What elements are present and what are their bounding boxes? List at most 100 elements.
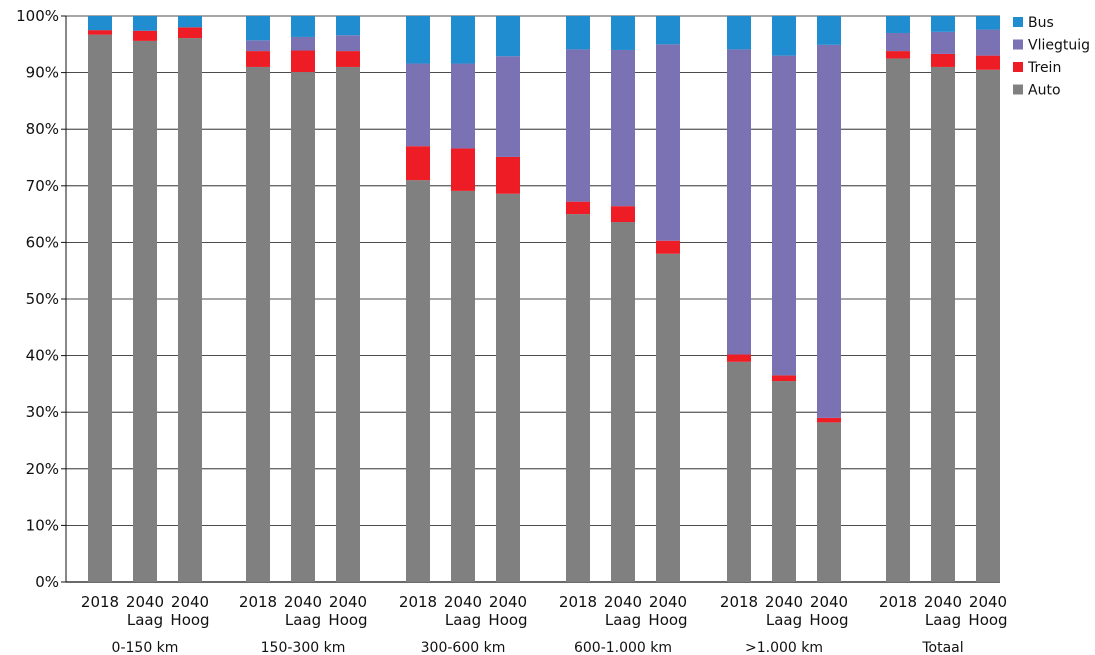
bar-segment-auto bbox=[88, 34, 112, 583]
legend-swatch bbox=[1013, 17, 1023, 27]
legend-swatch bbox=[1013, 39, 1023, 50]
y-tick-label: 80% bbox=[26, 120, 59, 138]
bar-segment-bus bbox=[496, 16, 520, 57]
x-category-label: Laag bbox=[127, 611, 163, 629]
bar-segment-auto bbox=[611, 222, 635, 583]
legend-label: Vliegtuig bbox=[1028, 38, 1090, 54]
x-category-label: Laag bbox=[285, 611, 321, 629]
bar-segment-trein bbox=[246, 51, 270, 67]
x-category-label: Hoog bbox=[488, 611, 527, 629]
legend-label: Auto bbox=[1028, 83, 1061, 99]
x-category-label: Laag bbox=[925, 611, 961, 629]
bar-segment-vliegtuig bbox=[451, 63, 475, 149]
bar-segment-trein bbox=[656, 240, 680, 254]
x-category-label: Hoog bbox=[170, 611, 209, 629]
x-group-label: 600-1.000 km bbox=[574, 640, 672, 655]
bar-segment-vliegtuig bbox=[496, 56, 520, 157]
bar-segment-auto bbox=[772, 381, 796, 582]
bar-segment-bus bbox=[611, 16, 635, 50]
bar-segment-bus bbox=[451, 16, 475, 64]
bar-segment-vliegtuig bbox=[656, 44, 680, 241]
bar-segment-vliegtuig bbox=[817, 44, 841, 418]
x-category-label: 2018 bbox=[559, 593, 597, 611]
legend-swatch bbox=[1013, 62, 1023, 72]
bar-segment-bus bbox=[133, 16, 157, 31]
y-tick-label: 40% bbox=[26, 347, 59, 365]
bar-segment-auto bbox=[566, 214, 590, 582]
bar-segment-trein bbox=[931, 53, 955, 67]
x-category-label: Hoog bbox=[968, 611, 1007, 629]
y-tick-label: 90% bbox=[26, 64, 59, 82]
bar-segment-trein bbox=[178, 27, 202, 39]
bar-segment-bus bbox=[246, 16, 270, 41]
bar-segment-vliegtuig bbox=[772, 55, 796, 376]
bar-segment-bus bbox=[931, 16, 955, 32]
bar-segment-trein bbox=[133, 30, 157, 41]
bar-segment-trein bbox=[496, 156, 520, 194]
x-category-label: 2040 bbox=[604, 593, 642, 611]
x-category-label: 2018 bbox=[239, 593, 277, 611]
bar-segment-trein bbox=[406, 146, 430, 181]
x-group-label: 150-300 km bbox=[261, 640, 346, 655]
x-category-label: 2040 bbox=[284, 593, 322, 611]
bar-segment-auto bbox=[336, 66, 360, 582]
x-category-label: 2040 bbox=[924, 593, 962, 611]
bar-segment-bus bbox=[817, 16, 841, 45]
bar-segment-auto bbox=[727, 361, 751, 582]
y-tick-label: 100% bbox=[16, 7, 59, 25]
y-tick-label: 0% bbox=[35, 573, 59, 591]
x-group-label: 0-150 km bbox=[112, 640, 179, 655]
x-category-label: 2040 bbox=[649, 593, 687, 611]
bar-segment-vliegtuig bbox=[727, 49, 751, 355]
x-category-label: 2040 bbox=[171, 593, 209, 611]
x-category-label: 2018 bbox=[720, 593, 758, 611]
bar-segment-auto bbox=[656, 253, 680, 582]
x-category-label: 2040 bbox=[969, 593, 1007, 611]
bar-segment-bus bbox=[656, 16, 680, 45]
x-category-label: 2040 bbox=[810, 593, 848, 611]
bar-segment-vliegtuig bbox=[406, 63, 430, 147]
bar-segment-auto bbox=[496, 193, 520, 582]
bar-segment-auto bbox=[291, 72, 315, 582]
bar-segment-auto bbox=[817, 422, 841, 582]
x-category-label: Laag bbox=[766, 611, 802, 629]
bar-segment-vliegtuig bbox=[931, 31, 955, 54]
bar-segment-auto bbox=[178, 38, 202, 583]
x-category-label: 2018 bbox=[879, 593, 917, 611]
legend-label: Trein bbox=[1027, 60, 1061, 76]
legend-swatch bbox=[1013, 84, 1023, 95]
bar-segment-vliegtuig bbox=[336, 35, 360, 52]
x-category-label: 2018 bbox=[81, 593, 119, 611]
y-tick-label: 50% bbox=[26, 290, 59, 308]
x-category-label: Laag bbox=[445, 611, 481, 629]
x-category-label: 2040 bbox=[444, 593, 482, 611]
y-tick-label: 30% bbox=[26, 403, 59, 421]
x-category-label: 2040 bbox=[765, 593, 803, 611]
bar-segment-bus bbox=[336, 16, 360, 36]
bar-segment-vliegtuig bbox=[611, 49, 635, 207]
bar-segment-auto bbox=[133, 40, 157, 583]
legend-label: Bus bbox=[1028, 15, 1054, 31]
bar-segment-bus bbox=[291, 16, 315, 37]
y-tick-label: 70% bbox=[26, 177, 59, 195]
bar-segment-trein bbox=[727, 354, 751, 362]
bar-segment-trein bbox=[886, 51, 910, 59]
bar-segment-bus bbox=[976, 16, 1000, 30]
y-tick-label: 10% bbox=[26, 516, 59, 534]
bar-segment-bus bbox=[88, 16, 112, 31]
x-category-label: Hoog bbox=[328, 611, 367, 629]
bar-segment-trein bbox=[611, 206, 635, 223]
x-group-label: 300-600 km bbox=[421, 640, 506, 655]
x-group-label: >1.000 km bbox=[745, 640, 823, 655]
bar-segment-trein bbox=[817, 417, 841, 423]
bar-segment-bus bbox=[566, 16, 590, 50]
x-category-label: 2040 bbox=[329, 593, 367, 611]
bar-segment-bus bbox=[178, 16, 202, 28]
x-category-label: 2018 bbox=[399, 593, 437, 611]
bar-segment-bus bbox=[772, 16, 796, 56]
bar-segment-auto bbox=[976, 69, 1000, 582]
x-category-label: Laag bbox=[605, 611, 641, 629]
bar-segment-auto bbox=[931, 66, 955, 582]
bar-segment-vliegtuig bbox=[291, 36, 315, 51]
